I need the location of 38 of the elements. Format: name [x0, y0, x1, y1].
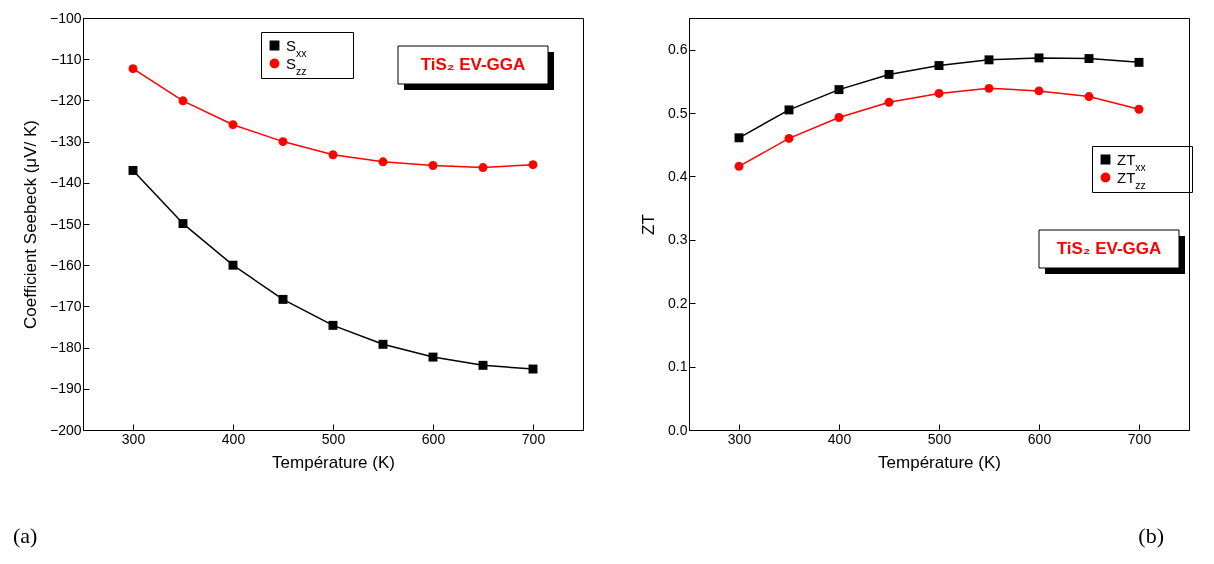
legend-label: S$_{xx}$	[286, 36, 308, 59]
annotation: TiS₂ EV-GGA	[420, 55, 526, 74]
x-tick-label: 500	[321, 430, 346, 447]
y-tick-label: −100	[49, 9, 82, 26]
x-tick-label: 500	[927, 430, 952, 447]
y-tick-label: −120	[49, 91, 82, 108]
x-tick-label: 700	[521, 430, 546, 447]
y-tick-label: 0.1	[668, 358, 688, 375]
x-tick-label: 600	[421, 430, 446, 447]
y-axis-title: Coefficient Seebeck (μV/ K)	[20, 120, 40, 329]
y-tick-label: −140	[49, 174, 82, 191]
y-tick-label: −150	[49, 215, 82, 232]
x-axis-title: Température (K)	[272, 452, 395, 472]
text: (a)	[13, 523, 38, 548]
text: (b)	[1138, 523, 1164, 548]
x-tick-label: 300	[121, 430, 146, 447]
y-tick-label: 0.3	[668, 231, 688, 248]
x-tick-label: 400	[827, 430, 852, 447]
y-tick-label: −160	[49, 256, 82, 273]
x-tick-label: 600	[1027, 430, 1052, 447]
y-tick-label: 0.6	[668, 41, 688, 58]
y-tick-label: 0.2	[668, 294, 688, 311]
x-tick-label: 700	[1127, 430, 1152, 447]
y-tick-label: −180	[49, 339, 82, 356]
y-tick-label: 0.5	[668, 104, 688, 121]
y-tick-label: 0.0	[668, 421, 688, 438]
y-tick-label: −190	[49, 380, 82, 397]
y-axis-title: ZT	[639, 214, 659, 235]
y-tick-label: −110	[51, 50, 82, 67]
y-tick-label: −200	[49, 421, 82, 438]
annotation: TiS₂ EV-GGA	[1056, 239, 1162, 258]
y-tick-label: 0.4	[668, 167, 688, 184]
x-axis-title: Température (K)	[878, 452, 1001, 472]
y-tick-label: −130	[49, 133, 82, 150]
y-tick-label: −170	[49, 297, 82, 314]
legend-label: ZT$_{xx}$	[1117, 150, 1147, 173]
x-tick-label: 300	[727, 430, 752, 447]
x-tick-label: 400	[221, 430, 246, 447]
